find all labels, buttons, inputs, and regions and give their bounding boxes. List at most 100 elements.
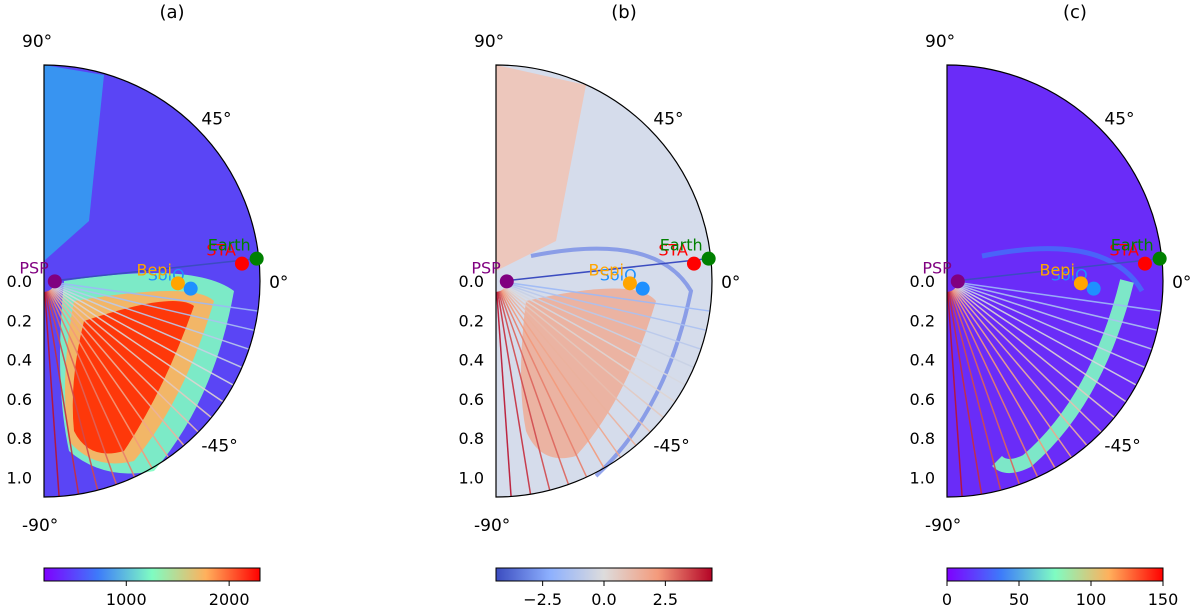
marker-label-bepi: Bepi xyxy=(136,260,171,279)
radial-tick-label: 1.0 xyxy=(7,468,32,487)
radial-tick-label: 1.0 xyxy=(910,468,935,487)
radial-tick-label: 0.4 xyxy=(7,351,32,370)
marker-label-sta: STA xyxy=(1109,241,1139,260)
radial-tick-label: 0.4 xyxy=(459,351,484,370)
plot-outline xyxy=(495,64,713,498)
fast-wind-region xyxy=(44,65,104,261)
colorbar xyxy=(495,567,713,582)
field-line xyxy=(947,291,963,497)
field-line xyxy=(951,289,1056,469)
marker-label-earth: Earth xyxy=(1111,236,1154,255)
panel-label: (a) xyxy=(159,2,184,23)
marker-earth xyxy=(701,251,716,266)
colorbar xyxy=(946,567,1164,582)
marker-label-bepi: Bepi xyxy=(1039,260,1074,279)
marker-sta xyxy=(686,256,701,271)
field-line xyxy=(949,290,1021,485)
marker-solo xyxy=(183,281,198,296)
marker-sta xyxy=(1137,256,1152,271)
radial-tick-label: 0.2 xyxy=(910,311,935,330)
field-line xyxy=(50,288,185,446)
colorbar-tick-label: 50 xyxy=(1009,590,1029,609)
field-line xyxy=(48,289,153,469)
colorbar-tick-label: 0 xyxy=(942,590,952,609)
field-line xyxy=(956,284,1146,369)
cme-positive-region xyxy=(521,288,656,459)
field-line xyxy=(502,288,637,446)
marker-solo xyxy=(635,281,650,296)
field-line xyxy=(957,282,1158,332)
sheath-region xyxy=(992,279,1134,473)
angle-tick-label: 0° xyxy=(1172,273,1191,293)
colorbar-tick-label: 0.0 xyxy=(591,590,616,609)
field-line xyxy=(500,289,605,469)
marker-solo xyxy=(1086,281,1101,296)
radial-tick-label: 1.0 xyxy=(459,468,484,487)
field-line xyxy=(497,291,551,491)
field-line xyxy=(54,257,259,282)
angle-tick-label: -45° xyxy=(653,436,689,456)
radial-tick-label: 0.0 xyxy=(459,272,484,291)
marker-label-psp: PSP xyxy=(922,258,952,277)
field-line xyxy=(505,284,695,369)
angle-tick-label: 90° xyxy=(925,32,955,52)
field-line xyxy=(53,284,243,369)
marker-bepi xyxy=(622,276,637,291)
field-line xyxy=(505,285,686,386)
field-line xyxy=(501,289,622,458)
radial-tick-label: 0.8 xyxy=(459,429,484,448)
field-line xyxy=(54,281,259,312)
angle-tick-label: 45° xyxy=(1104,110,1134,130)
marker-label-bepi: Bepi xyxy=(588,260,623,279)
field-line xyxy=(506,282,707,332)
angle-tick-label: 90° xyxy=(22,32,52,52)
radial-tick-label: 0.2 xyxy=(7,311,32,330)
radial-tick-label: 0.6 xyxy=(459,390,484,409)
colorbar-tick-label: 150 xyxy=(1148,590,1179,609)
angle-tick-label: 0° xyxy=(721,273,740,293)
colorbar xyxy=(43,567,261,582)
panel-2: (b) 90° 45° 0° -45° -90° 0.0 0.2 0.4 0.6 0.8 1.0 PSP… xyxy=(459,2,741,609)
colorbar-tick-label: 100 xyxy=(1076,590,1107,609)
angle-tick-label: -45° xyxy=(201,436,237,456)
angle-tick-label: 0° xyxy=(269,273,288,293)
marker-bepi xyxy=(170,276,185,291)
shock-front-upper xyxy=(981,246,1145,293)
field-line xyxy=(53,285,234,386)
field-line xyxy=(499,290,588,478)
marker-psp xyxy=(47,274,62,289)
angle-tick-label: -90° xyxy=(474,516,510,536)
field-line xyxy=(957,257,1162,282)
marker-label-earth: Earth xyxy=(660,236,703,255)
angle-tick-label: -45° xyxy=(1104,436,1140,456)
field-line xyxy=(498,290,570,485)
marker-earth xyxy=(249,251,264,266)
radial-tick-label: 0.8 xyxy=(910,429,935,448)
field-line xyxy=(47,290,136,478)
field-line xyxy=(950,290,1039,478)
angle-tick-label: -90° xyxy=(925,516,961,536)
marker-label-psp: PSP xyxy=(471,258,501,277)
field-line xyxy=(957,283,1153,350)
radial-tick-label: 0.2 xyxy=(459,311,484,330)
marker-psp xyxy=(499,274,514,289)
field-line xyxy=(51,287,212,419)
field-line xyxy=(952,289,1073,458)
field-line xyxy=(506,257,711,282)
field-line xyxy=(54,282,255,332)
angle-tick-label: 45° xyxy=(201,110,231,130)
marker-earth xyxy=(1152,251,1167,266)
field-line xyxy=(954,288,1102,433)
panel-3: (c) 90° 45° 0° -45° -90° 0.0 0.2 0.4 0.6 0.8 1.0 PSP… xyxy=(910,2,1192,609)
colorbar-tick-label: 2000 xyxy=(209,590,250,609)
plot-outline xyxy=(43,64,261,498)
field-line xyxy=(955,286,1127,403)
colorbar-tick-label: 1000 xyxy=(106,590,147,609)
panel-label: (b) xyxy=(611,2,636,23)
marker-label-sta: STA xyxy=(206,241,236,260)
panel-label: (c) xyxy=(1063,2,1087,23)
marker-bepi xyxy=(1073,276,1088,291)
radial-tick-label: 0.8 xyxy=(7,429,32,448)
field-line xyxy=(957,281,1162,312)
